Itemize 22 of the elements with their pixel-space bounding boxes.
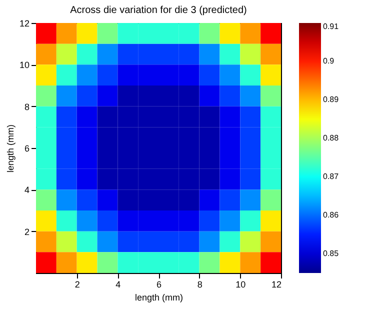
x-axis-title: length (mm) [134, 292, 184, 302]
y-tick-label: 2 [24, 226, 30, 237]
color-bar-label: 0.88 [323, 133, 340, 142]
color-bar-label: 0.9 [323, 56, 335, 66]
x-tick-label: 4 [116, 280, 121, 290]
x-tick-label: 12 [271, 280, 282, 290]
color-bar-label: 0.87 [323, 172, 340, 181]
y-tick-label: 8 [24, 102, 30, 112]
y-axis-title: length (mm) [5, 124, 16, 173]
y-tick-label: 4 [24, 185, 30, 196]
y-tick-label: 6 [24, 144, 30, 154]
color-bar-label: 0.89 [323, 94, 340, 104]
x-tick-label: 8 [197, 280, 202, 290]
color-bar-label: 0.86 [323, 210, 340, 220]
x-tick-label: 6 [156, 280, 162, 290]
x-tick-label: 10 [236, 280, 246, 290]
color-bar-label: 0.91 [323, 22, 340, 31]
y-tick-label: 12 [19, 18, 30, 28]
color-bar-label: 0.85 [323, 248, 340, 258]
y-tick-label: 10 [19, 60, 30, 70]
chart-title: Across die variation for die 3 (predicted) [70, 5, 247, 16]
x-tick-label: 2 [74, 280, 80, 290]
